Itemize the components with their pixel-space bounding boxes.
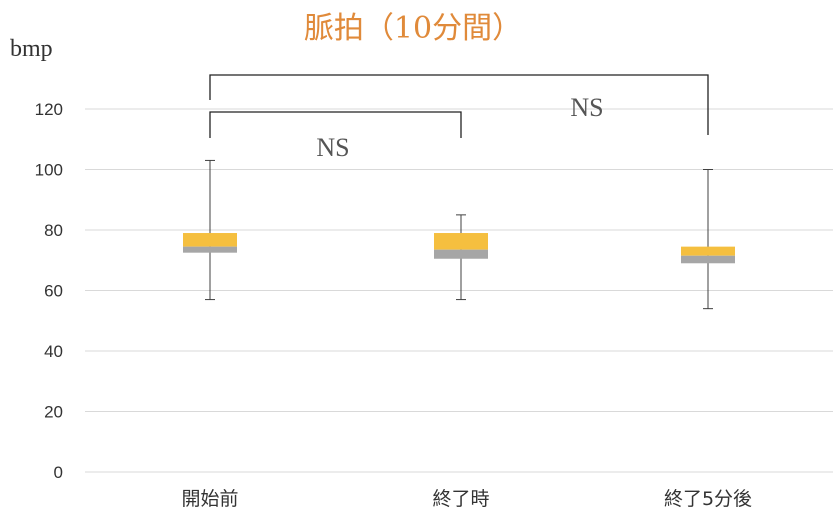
y-tick-label: 20: [44, 403, 63, 422]
comparison-brackets: NS NS: [209, 74, 709, 162]
y-tick-label: 40: [44, 342, 63, 361]
box-lower: [183, 246, 237, 253]
x-category-label: 終了5分後: [664, 488, 752, 510]
y-tick-label: 60: [44, 282, 63, 301]
box-plots: [183, 159, 735, 310]
comparison-bracket: [209, 74, 709, 135]
chart-title: 脈拍（10分間）: [304, 11, 522, 46]
box-upper: [183, 233, 237, 247]
x-category-label: 開始前: [181, 488, 238, 510]
comparison-bracket: [209, 111, 462, 138]
significance-label: NS: [316, 133, 349, 162]
y-axis-label: bmp: [10, 36, 53, 62]
x-category-label: 終了時: [432, 488, 489, 510]
category-labels: 開始前 終了時 終了5分後: [181, 488, 752, 510]
box-lower: [434, 249, 488, 259]
y-tick-labels: 0 20 40 60 80 100 120: [35, 100, 63, 482]
y-tick-label: 100: [35, 161, 63, 180]
y-tick-label: 80: [44, 221, 63, 240]
gridlines: [85, 108, 833, 473]
significance-label: NS: [570, 93, 603, 122]
box-upper: [681, 246, 735, 256]
y-tick-label: 120: [35, 100, 63, 119]
box-upper: [434, 233, 488, 250]
box-lower: [681, 255, 735, 264]
y-tick-label: 0: [54, 463, 63, 482]
